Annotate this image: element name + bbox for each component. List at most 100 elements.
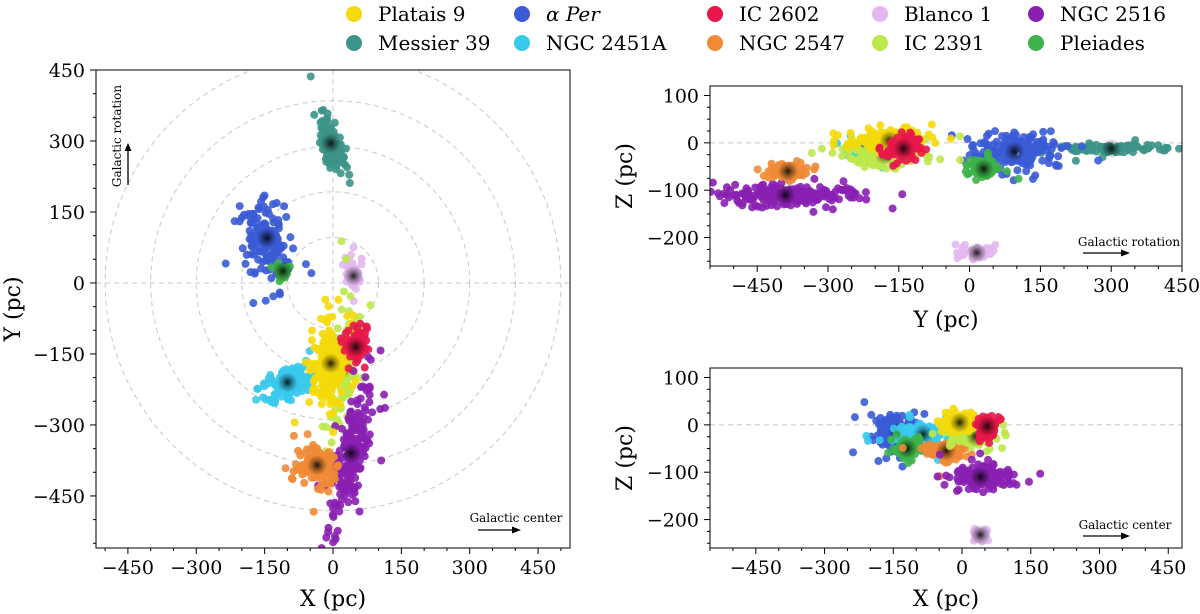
star-point [344, 498, 353, 507]
xy-ticks: −450 −300 −150 0 150 300 450 −450 −300 −150 0 150 30… [33, 60, 562, 579]
star-point [357, 418, 366, 427]
star-point [358, 430, 367, 439]
star-point [266, 371, 275, 380]
y-tick-label: −450 [33, 486, 85, 508]
star-point [866, 159, 875, 168]
star-point [945, 442, 954, 451]
star-point [341, 329, 350, 338]
star-point [322, 157, 331, 166]
legend-label: IC 2391 [904, 31, 984, 55]
star-point [328, 312, 337, 321]
star-point [356, 319, 365, 328]
star-point [357, 254, 366, 263]
star-point [338, 158, 347, 167]
star-point [887, 435, 896, 444]
distance-ring [286, 236, 380, 330]
star-point [810, 165, 819, 174]
star-point [769, 198, 778, 207]
star-point [309, 507, 318, 516]
star-point [967, 455, 976, 464]
star-point [898, 190, 907, 199]
legend: Platais 9 α Per IC 2602 Blanco 1 NGC 251… [346, 2, 1166, 55]
star-point [928, 429, 937, 438]
star-point [1039, 127, 1048, 136]
star-point [956, 132, 965, 141]
star-point [317, 314, 326, 323]
cluster-core [256, 228, 277, 249]
star-point [380, 403, 389, 412]
star-point [956, 155, 965, 164]
star-point [863, 436, 872, 445]
star-point [980, 139, 989, 148]
legend-item: NGC 2451A [514, 31, 667, 55]
star-point [758, 186, 767, 195]
star-point [892, 430, 901, 439]
legend-label: Pleiades [1060, 31, 1145, 55]
star-point [860, 398, 869, 407]
star-point [355, 507, 364, 516]
star-point [324, 302, 333, 311]
x-tick-label: −450 [730, 557, 782, 579]
star-point [720, 199, 729, 208]
star-point [992, 478, 1001, 487]
star-point [976, 449, 985, 458]
star-point [1052, 161, 1061, 170]
star-point [353, 400, 362, 409]
legend-item: IC 2602 [707, 2, 819, 26]
legend-item: NGC 2547 [707, 31, 845, 55]
star-point [380, 390, 389, 399]
y-tick-label: −200 [647, 510, 699, 532]
star-point [307, 269, 316, 278]
xy-points [221, 72, 389, 548]
star-point [861, 188, 870, 197]
star-point [999, 480, 1008, 489]
star-point [317, 399, 326, 408]
star-point [260, 191, 269, 200]
star-point [343, 312, 352, 321]
star-point [884, 416, 893, 425]
star-point [333, 324, 342, 333]
star-point [327, 438, 336, 447]
cluster-ngc-2516 [933, 449, 1045, 497]
star-point [989, 461, 998, 470]
star-point [887, 143, 896, 152]
star-point [317, 481, 326, 490]
star-point [1039, 135, 1048, 144]
star-point [303, 430, 312, 439]
star-point [322, 422, 331, 431]
star-point [272, 199, 281, 208]
star-point [337, 305, 346, 314]
distance-ring [241, 191, 425, 375]
star-point [1024, 477, 1033, 486]
x-tick-label: 150 [1022, 275, 1058, 297]
star-point [1026, 155, 1035, 164]
star-point [871, 132, 880, 141]
star-point [321, 336, 330, 345]
star-point [983, 131, 992, 140]
star-point [376, 346, 385, 355]
star-point [850, 189, 859, 198]
rotation-arrow-head [124, 143, 132, 151]
star-point [310, 110, 319, 119]
galactic-center-arrow: Galactic center [470, 511, 563, 534]
star-point [269, 292, 278, 301]
star-point [985, 438, 994, 447]
center-arrow-head [512, 526, 521, 534]
star-point [710, 178, 717, 187]
y-tick-label: −100 [647, 462, 699, 484]
star-point [280, 202, 289, 211]
y-tick-label: 300 [49, 131, 85, 153]
star-point [1014, 174, 1023, 183]
star-point [290, 418, 299, 427]
cluster-messier-39 [306, 72, 354, 188]
star-point [271, 390, 280, 399]
panel-yz: −450 −300 −150 0 150 300 450 −200 −100 0 100 Y (pc… [613, 85, 1200, 333]
legend-item: Blanco 1 [872, 2, 992, 26]
x-tick-label: 0 [964, 275, 976, 297]
cluster-core [277, 372, 298, 393]
xz-center-label: Galactic center [1079, 518, 1172, 532]
star-point [307, 365, 316, 374]
y-tick-label: −150 [33, 344, 85, 366]
star-point [817, 144, 826, 153]
star-point [349, 243, 358, 252]
